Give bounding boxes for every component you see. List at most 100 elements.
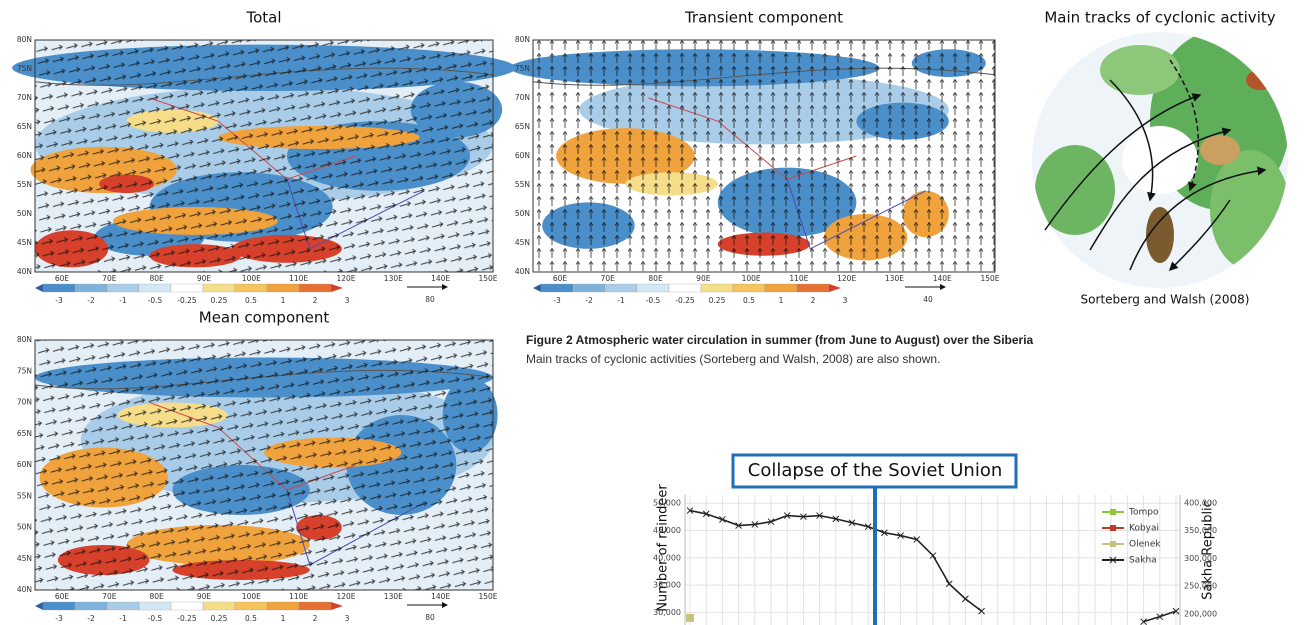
colorbar-label: -3 [55, 614, 63, 623]
y2-tick-label: 400,000 [1184, 498, 1217, 507]
colorbar-label: 3 [345, 296, 350, 305]
colorbar-cell [764, 283, 798, 293]
colorbar-label: -0.25 [177, 614, 197, 623]
marker [881, 529, 888, 537]
colorbar-cell [732, 283, 766, 293]
highland [1200, 135, 1240, 165]
marker [978, 607, 985, 615]
marker [913, 536, 921, 543]
greenland [1146, 207, 1174, 263]
colorbar-cell [266, 601, 300, 611]
legend-label: Sakha [1129, 556, 1157, 566]
panel-title: Transient component [684, 9, 843, 27]
colorbar-label: -0.25 [177, 296, 197, 305]
colorbar-label: -0.25 [675, 296, 695, 305]
colorbar-cell [202, 283, 236, 293]
colorbar-end [829, 284, 841, 292]
lat-label: 75N [515, 64, 530, 73]
colorbar-label: -0.5 [148, 296, 163, 305]
lon-label: 120E [837, 274, 856, 283]
marker [1156, 613, 1164, 621]
lat-label: 60N [515, 151, 530, 160]
marker [702, 510, 710, 518]
lat-label: 80N [515, 35, 530, 44]
colorbar-label: 1 [281, 614, 286, 623]
marker [816, 512, 823, 519]
colorbar-label: 0.25 [211, 296, 228, 305]
lon-label: 150E [478, 592, 497, 601]
lon-label: 90E [197, 274, 212, 283]
colorbar-cell [572, 283, 606, 293]
colorbar-label: -1 [119, 614, 127, 623]
lon-label: 100E [242, 274, 261, 283]
panel-title: Total [245, 9, 281, 27]
lat-label: 80N [17, 335, 32, 344]
colorbar-cell [234, 601, 268, 611]
lat-label: 40N [17, 585, 32, 594]
panel-title: Mean component [199, 309, 330, 327]
track [1168, 199, 1231, 272]
legend-marker [1109, 556, 1117, 564]
marker [686, 507, 694, 514]
y2-axis-label: Sakha Republic [1201, 500, 1216, 600]
caption-title: Figure 2 Atmospheric water circulation i… [526, 333, 1034, 347]
caption-text: Main tracks of cyclonic activities (Sort… [526, 352, 940, 366]
marker [1172, 607, 1180, 615]
colorbar-end [35, 284, 43, 292]
lat-label: 60N [17, 460, 32, 469]
colorbar-label: -1 [119, 296, 127, 305]
credit: Sorteberg and Walsh (2008) [1081, 293, 1250, 307]
lat-label: 40N [515, 267, 530, 276]
colorbar-label: 0.25 [709, 296, 726, 305]
colorbar-label: 1 [779, 296, 784, 305]
y-tick-label: 50,000 [653, 499, 681, 508]
wind-vectors [533, 40, 995, 272]
y-tick-label: 45,000 [653, 526, 681, 535]
colorbar-cell [700, 283, 734, 293]
marker [783, 512, 791, 519]
wind-vectors [35, 40, 493, 272]
colorbar-label: 2 [313, 296, 318, 305]
lat-label: 70N [17, 398, 32, 407]
lon-label: 60E [55, 592, 70, 601]
lon-label: 150E [478, 274, 497, 283]
marker [945, 580, 953, 588]
lon-label: 140E [431, 592, 450, 601]
scale-label: 80 [425, 295, 435, 304]
marker [719, 516, 726, 523]
legend-marker [1110, 541, 1116, 547]
marker [1140, 618, 1147, 625]
lat-label: 45N [17, 238, 32, 247]
legend-marker [1110, 525, 1116, 531]
colorbar-label: -2 [585, 296, 593, 305]
y2-tick-label: 200,000 [1184, 609, 1217, 618]
lon-label: 150E [980, 274, 999, 283]
colorbar-cell [604, 283, 638, 293]
lat-label: 55N [17, 491, 32, 500]
y2-tick-label: 350,000 [1184, 526, 1217, 535]
colorbar-label: 0.5 [245, 614, 257, 623]
y-axis-label: Number of reindeer [656, 484, 671, 612]
panel-title: Main tracks of cyclonic activity [1044, 9, 1275, 27]
marker [848, 519, 856, 527]
colorbar-cell [74, 283, 108, 293]
lon-label: 110E [289, 592, 308, 601]
colorbar-end [35, 602, 43, 610]
marker [735, 522, 742, 529]
highland [1246, 70, 1274, 90]
lat-label: 80N [17, 35, 32, 44]
track [1169, 59, 1200, 192]
colorbar-cell [106, 283, 140, 293]
lat-label: 40N [17, 267, 32, 276]
legend-label: Kobyai [1129, 524, 1159, 534]
lon-label: 140E [431, 274, 450, 283]
lat-label: 70N [515, 93, 530, 102]
lat-label: 45N [17, 554, 32, 563]
colorbar-end [533, 284, 541, 292]
lat-label: 50N [515, 209, 530, 218]
colorbar-label: -1 [617, 296, 625, 305]
colorbar-cell [138, 601, 172, 611]
colorbar-label: -3 [55, 296, 63, 305]
lat-label: 75N [17, 366, 32, 375]
